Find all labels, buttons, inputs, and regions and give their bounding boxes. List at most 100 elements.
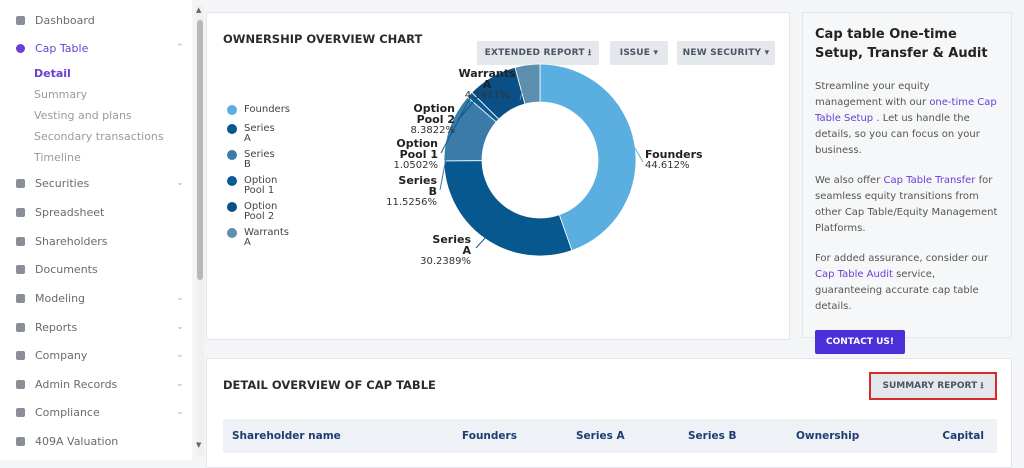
nav-icon bbox=[16, 265, 25, 274]
nav-item[interactable]: 409A Valuation bbox=[16, 435, 118, 448]
leader-line bbox=[519, 66, 529, 101]
nav-item[interactable]: Documents bbox=[16, 263, 98, 276]
nav-icon bbox=[16, 16, 25, 25]
nav-chevron: ⌄ bbox=[176, 178, 184, 188]
promo-link[interactable]: one-time Cap Table Setup bbox=[815, 97, 997, 124]
nav-chevron: ⌄ bbox=[176, 379, 184, 389]
button-text: SUMMARY REPORT bbox=[882, 381, 978, 391]
nav-item[interactable]: Securities bbox=[16, 177, 89, 190]
legend-marker bbox=[227, 202, 237, 212]
nav-chevron: ⌃ bbox=[176, 43, 184, 53]
label-value: 8.3822% bbox=[410, 125, 456, 136]
nav-chevron: ⌄ bbox=[176, 350, 184, 360]
promo-link[interactable]: Cap Table Audit bbox=[815, 269, 893, 280]
nav-icon bbox=[16, 208, 25, 217]
label-category: Warrants A bbox=[458, 67, 516, 91]
nav-item[interactable]: Modeling bbox=[16, 292, 85, 305]
legend-marker bbox=[227, 150, 237, 160]
nav-item[interactable]: Cap Table bbox=[16, 42, 88, 55]
nav-icon bbox=[16, 179, 25, 188]
contact-button[interactable]: CONTACT US! bbox=[815, 330, 905, 354]
label-category: Option Pool 2 bbox=[413, 102, 455, 126]
nav-icon bbox=[16, 294, 25, 303]
detail-title: DETAIL OVERVIEW OF CAP TABLE bbox=[223, 378, 436, 392]
sidebar: Dashboard Cap Table ⌃ Detail Summary Vesting … bbox=[0, 0, 192, 460]
nav-item[interactable]: Company bbox=[16, 349, 87, 362]
button-text: NEW SECURITY bbox=[682, 48, 762, 58]
label-value: 4.1911% bbox=[464, 90, 510, 101]
nav-icon bbox=[16, 437, 25, 446]
legend-label: Option Pool 1 bbox=[244, 175, 278, 196]
promo-text: For added assurance, consider our bbox=[815, 253, 989, 264]
promo-text: for seamless equity transitions from oth… bbox=[815, 175, 998, 234]
nav-chevron: ⌄ bbox=[176, 407, 184, 417]
summary-report-button[interactable]: SUMMARY REPORT ⭳ bbox=[869, 372, 997, 400]
nav-icon bbox=[16, 351, 25, 360]
scrollbar[interactable]: ▲ ▼ bbox=[196, 6, 204, 456]
data-label: Option Pool 2 8.3822% bbox=[410, 102, 456, 136]
table-header bbox=[223, 419, 997, 453]
leader-line bbox=[457, 78, 494, 121]
nav-item[interactable]: Compliance bbox=[16, 406, 100, 419]
nav-item[interactable]: Shareholders bbox=[16, 235, 108, 248]
promo-body: Streamline your equity management with o… bbox=[815, 79, 999, 315]
legend-label: Founders bbox=[244, 104, 291, 115]
leader-line bbox=[439, 127, 453, 191]
promo-paragraph: We also offer Cap Table Transfer for sea… bbox=[815, 173, 999, 237]
new-security-button[interactable]: NEW SECURITY ▾ bbox=[677, 41, 775, 65]
nav-icon bbox=[16, 323, 25, 332]
data-label: Series A 30.2389% bbox=[420, 234, 471, 267]
scroll-down[interactable]: ▼ bbox=[196, 441, 202, 449]
scroll-up[interactable]: ▲ bbox=[196, 6, 202, 14]
nav-subitem[interactable]: Timeline bbox=[34, 151, 81, 164]
column-header: Ownership bbox=[796, 430, 860, 442]
leader-line bbox=[475, 236, 487, 249]
scroll-thumb[interactable] bbox=[197, 20, 203, 280]
nav-subitem[interactable]: Detail bbox=[34, 67, 71, 80]
detail-card: DETAIL OVERVIEW OF CAP TABLE SUMMARY REP… bbox=[206, 358, 1012, 468]
column-header: Series B bbox=[688, 430, 737, 442]
nav-label: Admin Records bbox=[35, 378, 118, 391]
promo-title: Cap table One-time Setup, Transfer & Aud… bbox=[815, 27, 988, 61]
promo-link[interactable]: Cap Table Transfer bbox=[883, 175, 976, 186]
button-text: ISSUE bbox=[619, 48, 651, 58]
label-value: 44.612% bbox=[645, 160, 690, 171]
column-header: Capital bbox=[942, 430, 984, 442]
label-value: 1.0502% bbox=[393, 160, 439, 171]
data-label: Series B 11.5256% bbox=[386, 175, 437, 208]
legend-marker bbox=[227, 176, 237, 186]
nav-item[interactable]: Reports bbox=[16, 321, 77, 334]
issue-button[interactable]: ISSUE ▾ bbox=[610, 41, 668, 65]
nav-item[interactable]: Spreadsheet bbox=[16, 206, 104, 219]
label-category: Series B bbox=[398, 174, 437, 198]
extended-report-button[interactable]: EXTENDED REPORT ⭳ bbox=[477, 41, 599, 65]
nav-label: Shareholders bbox=[35, 235, 108, 248]
promo-text: Streamline your equity management with o… bbox=[815, 81, 930, 108]
label-category: Option Pool 1 bbox=[396, 137, 438, 161]
legend-label: Warrants A bbox=[244, 227, 290, 248]
nav-subitem[interactable]: Secondary transactions bbox=[34, 130, 164, 143]
legend-label: Series B bbox=[244, 149, 275, 170]
column-header: Shareholder name bbox=[232, 430, 341, 442]
nav-subitem[interactable]: Vesting and plans bbox=[34, 109, 132, 122]
legend-marker bbox=[227, 124, 237, 134]
label-value: 30.2389% bbox=[420, 256, 471, 267]
promo-paragraph: Streamline your equity management with o… bbox=[815, 79, 999, 159]
chart-card: OWNERSHIP OVERVIEW CHART EXTENDED REPORT… bbox=[206, 12, 790, 340]
donut-slice bbox=[539, 63, 637, 252]
nav-chevron: ⌄ bbox=[176, 322, 184, 332]
nav-item[interactable]: Admin Records bbox=[16, 378, 117, 391]
data-label: Option Pool 1 1.0502% bbox=[393, 137, 439, 171]
promo-text: . Let us handle the details, so you can … bbox=[815, 113, 980, 156]
nav-subitem[interactable]: Summary bbox=[34, 88, 88, 101]
label-value: 11.5256% bbox=[386, 197, 437, 208]
promo-text: service, guaranteeing accurate cap table… bbox=[815, 269, 979, 312]
nav-label: Documents bbox=[35, 263, 98, 276]
legend-marker bbox=[227, 105, 237, 115]
nav-label: Securities bbox=[35, 177, 90, 190]
nav-item[interactable]: Dashboard bbox=[16, 14, 95, 27]
button-text: EXTENDED REPORT bbox=[484, 48, 585, 58]
nav-label: Compliance bbox=[35, 406, 100, 419]
